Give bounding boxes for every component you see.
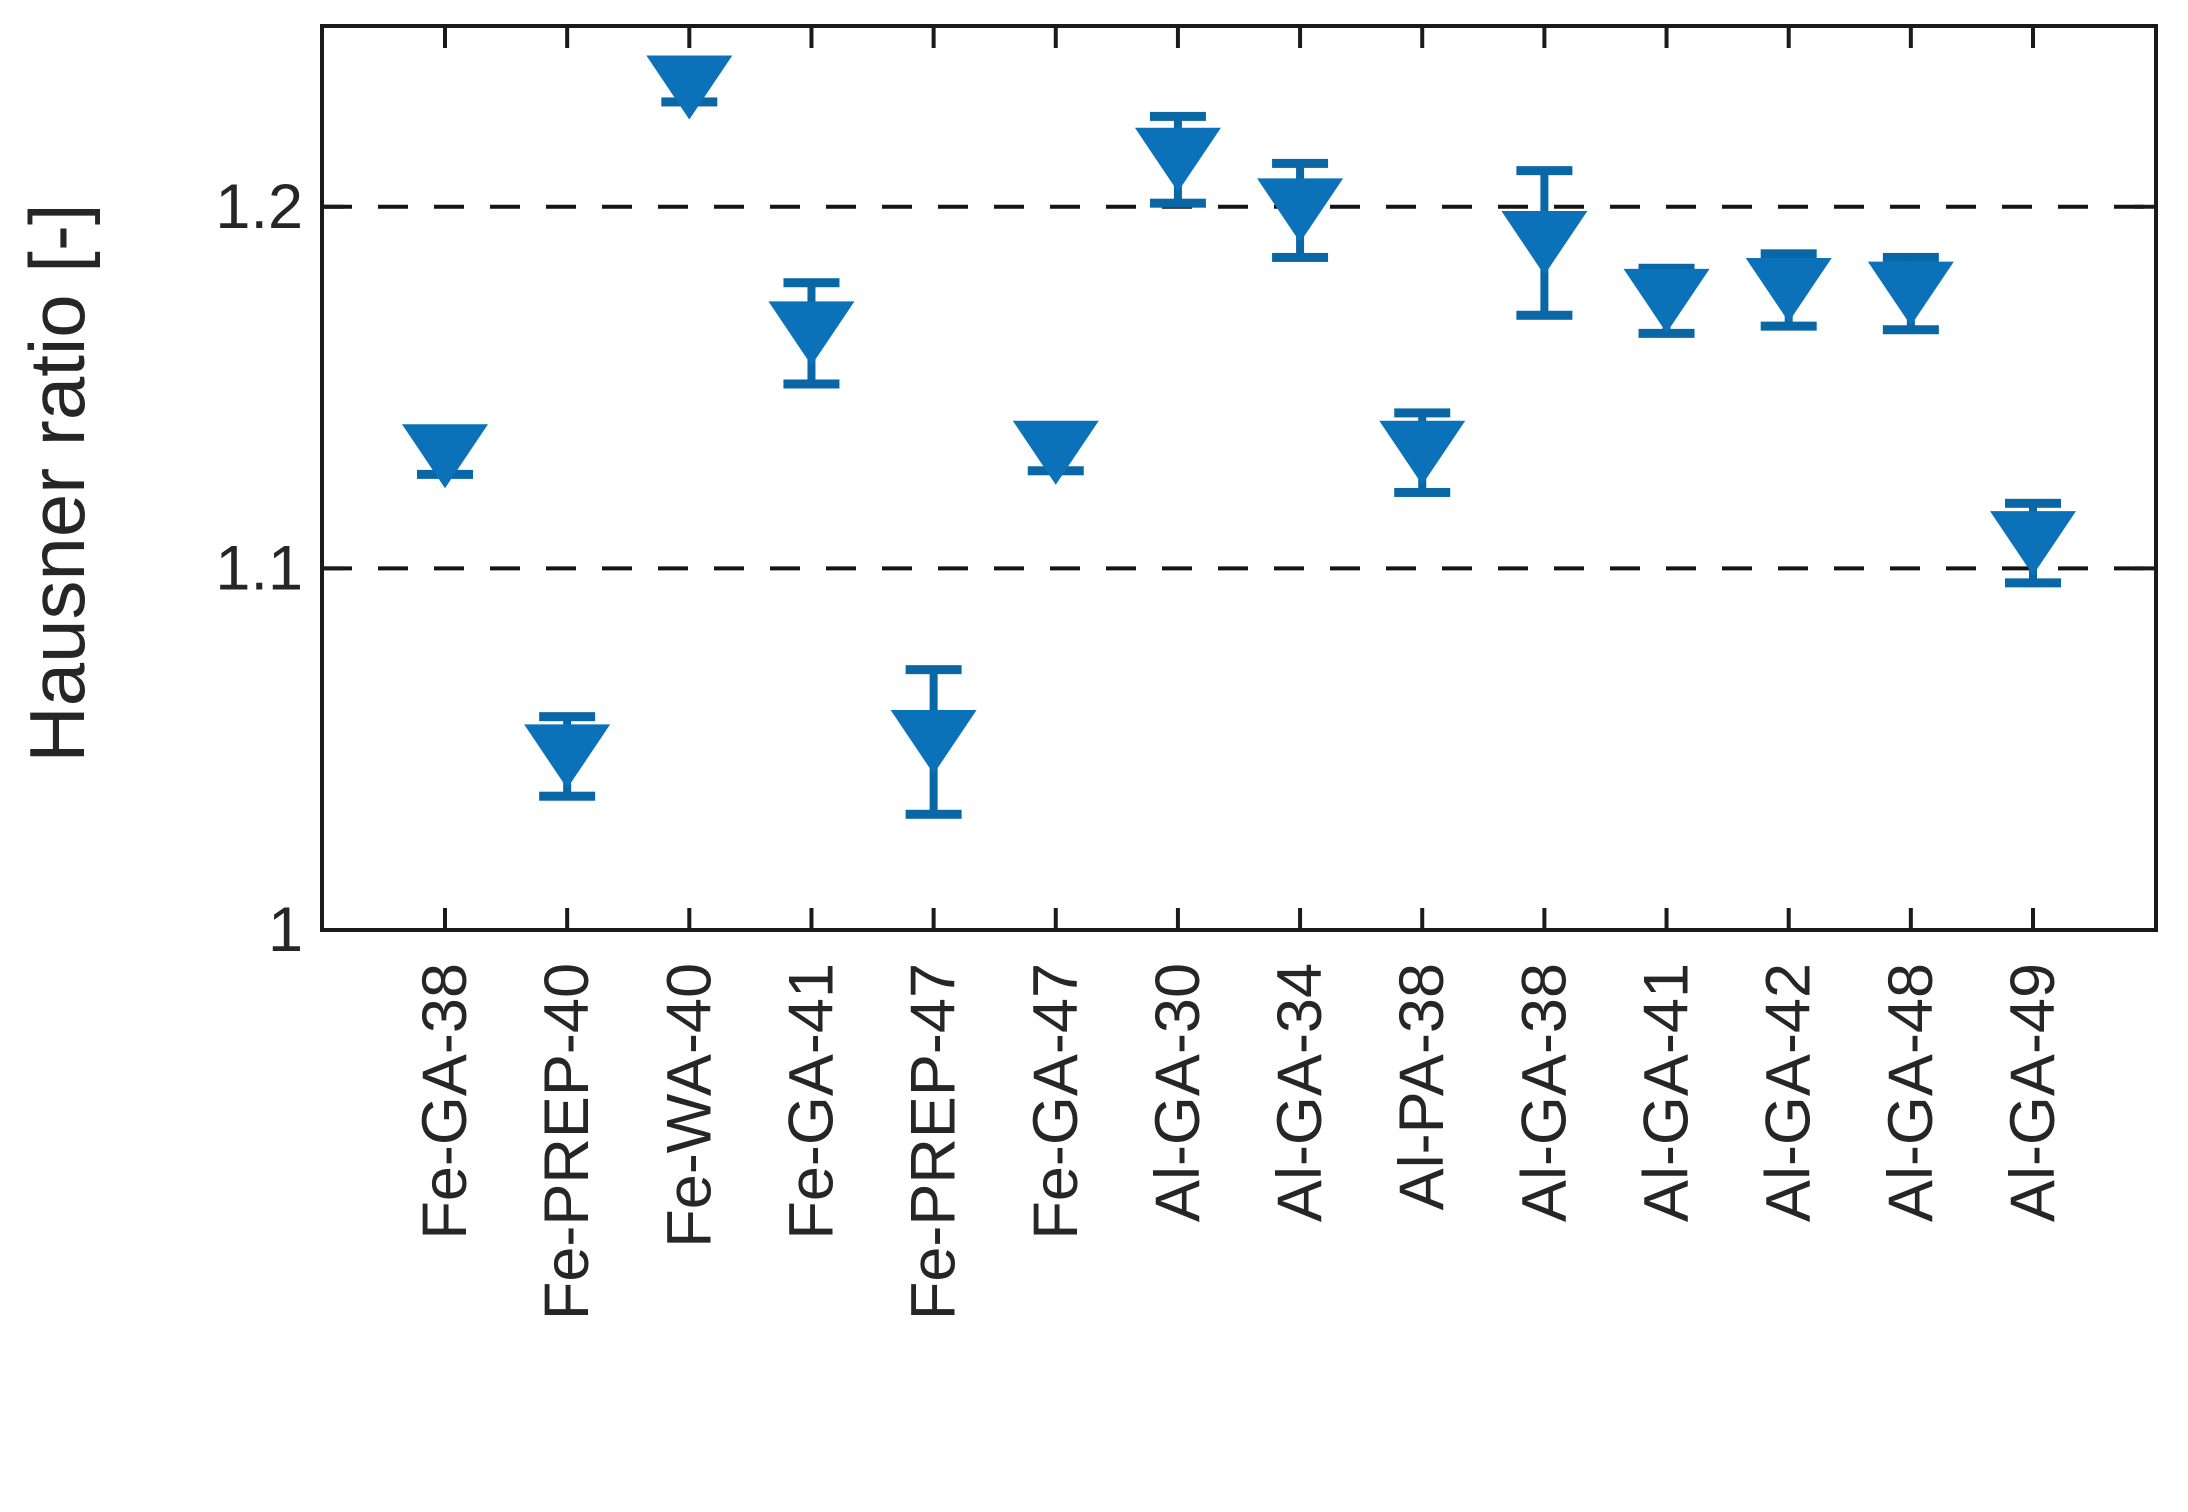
marker-layer	[402, 55, 2076, 789]
errorbar-layer	[417, 68, 2061, 819]
y-tick-label-1.2: 1.2	[215, 172, 303, 242]
x-tick-label-Al-GA-48: Al-GA-48	[1876, 963, 1946, 1222]
data-point-Al-GA-34	[1257, 178, 1344, 243]
data-point-Al-GA-49	[1990, 511, 2076, 576]
error-cap-top	[1149, 111, 1206, 121]
data-point-Al-GA-48	[1867, 261, 1954, 326]
data-point-Fe-PREP-40	[524, 724, 611, 789]
error-cap-bottom	[1638, 328, 1695, 338]
x-tick-label-Al-GA-38: Al-GA-38	[1509, 963, 1579, 1222]
data-point-Al-PA-38	[1379, 420, 1466, 485]
x-tick-label-Al-GA-30: Al-GA-30	[1143, 963, 1213, 1222]
data-point-Al-GA-30	[1134, 127, 1221, 192]
error-cap-bottom	[1516, 310, 1573, 320]
error-cap-top	[1394, 408, 1451, 418]
error-cap-top	[1638, 263, 1695, 273]
x-tick-label-Al-PA-38: Al-PA-38	[1387, 963, 1457, 1210]
y-axis-title: Hausner ratio [-]	[13, 203, 101, 762]
error-cap-top	[1882, 252, 1939, 262]
text-layer: Hausner ratio [-] 1 1.1 1.2 Fe-GA-38 Fe-PREP…	[13, 172, 2068, 1320]
x-tick-label-Fe-PREP-47: Fe-PREP-47	[899, 963, 969, 1320]
error-cap-bottom	[1394, 487, 1451, 497]
data-point-Fe-WA-40	[646, 55, 733, 120]
data-point-Fe-PREP-47	[890, 709, 977, 774]
x-tick-label-Fe-WA-40: Fe-WA-40	[654, 963, 724, 1248]
data-point-Al-GA-38	[1501, 210, 1588, 275]
error-cap-top	[905, 665, 962, 675]
error-cap-bottom	[539, 791, 596, 801]
error-cap-bottom	[1882, 325, 1939, 335]
x-tick-label-Fe-GA-41: Fe-GA-41	[776, 963, 846, 1240]
gridline-layer	[322, 204, 2156, 571]
error-cap-bottom	[1272, 252, 1329, 262]
error-cap-bottom	[1760, 321, 1817, 331]
data-point-Fe-GA-47	[1012, 420, 1099, 485]
error-cap-top	[539, 712, 596, 722]
y-tick-label-1.1: 1.1	[215, 533, 303, 603]
error-cap-top	[1272, 158, 1329, 168]
error-cap-bottom	[783, 379, 840, 389]
x-tick-label-Al-GA-42: Al-GA-42	[1754, 963, 1824, 1222]
x-tick-label-Fe-PREP-40: Fe-PREP-40	[532, 963, 602, 1320]
plot-area	[320, 24, 2158, 932]
x-tick-label-Fe-GA-47: Fe-GA-47	[1021, 963, 1091, 1240]
y-tick-label-1: 1	[268, 895, 303, 965]
axis-layer	[320, 24, 2158, 932]
error-cap-bottom	[2005, 578, 2061, 588]
x-tick-label-Al-GA-49: Al-GA-49	[1998, 963, 2068, 1222]
error-cap-top	[1760, 249, 1817, 259]
error-cap-bottom	[905, 809, 962, 819]
error-cap-top	[783, 278, 840, 288]
x-tick-label-Fe-GA-38: Fe-GA-38	[410, 963, 480, 1240]
x-tick-label-Al-GA-34: Al-GA-34	[1265, 963, 1335, 1222]
data-point-Fe-GA-38	[402, 424, 488, 489]
error-cap-top	[2005, 498, 2061, 508]
error-cap-bottom	[1149, 198, 1206, 208]
error-cap-top	[1516, 166, 1573, 176]
data-point-Al-GA-41	[1623, 268, 1710, 333]
x-tick-label-Al-GA-41: Al-GA-41	[1632, 963, 1702, 1222]
data-point-Fe-GA-41	[768, 301, 855, 366]
data-point-Al-GA-42	[1745, 257, 1832, 322]
